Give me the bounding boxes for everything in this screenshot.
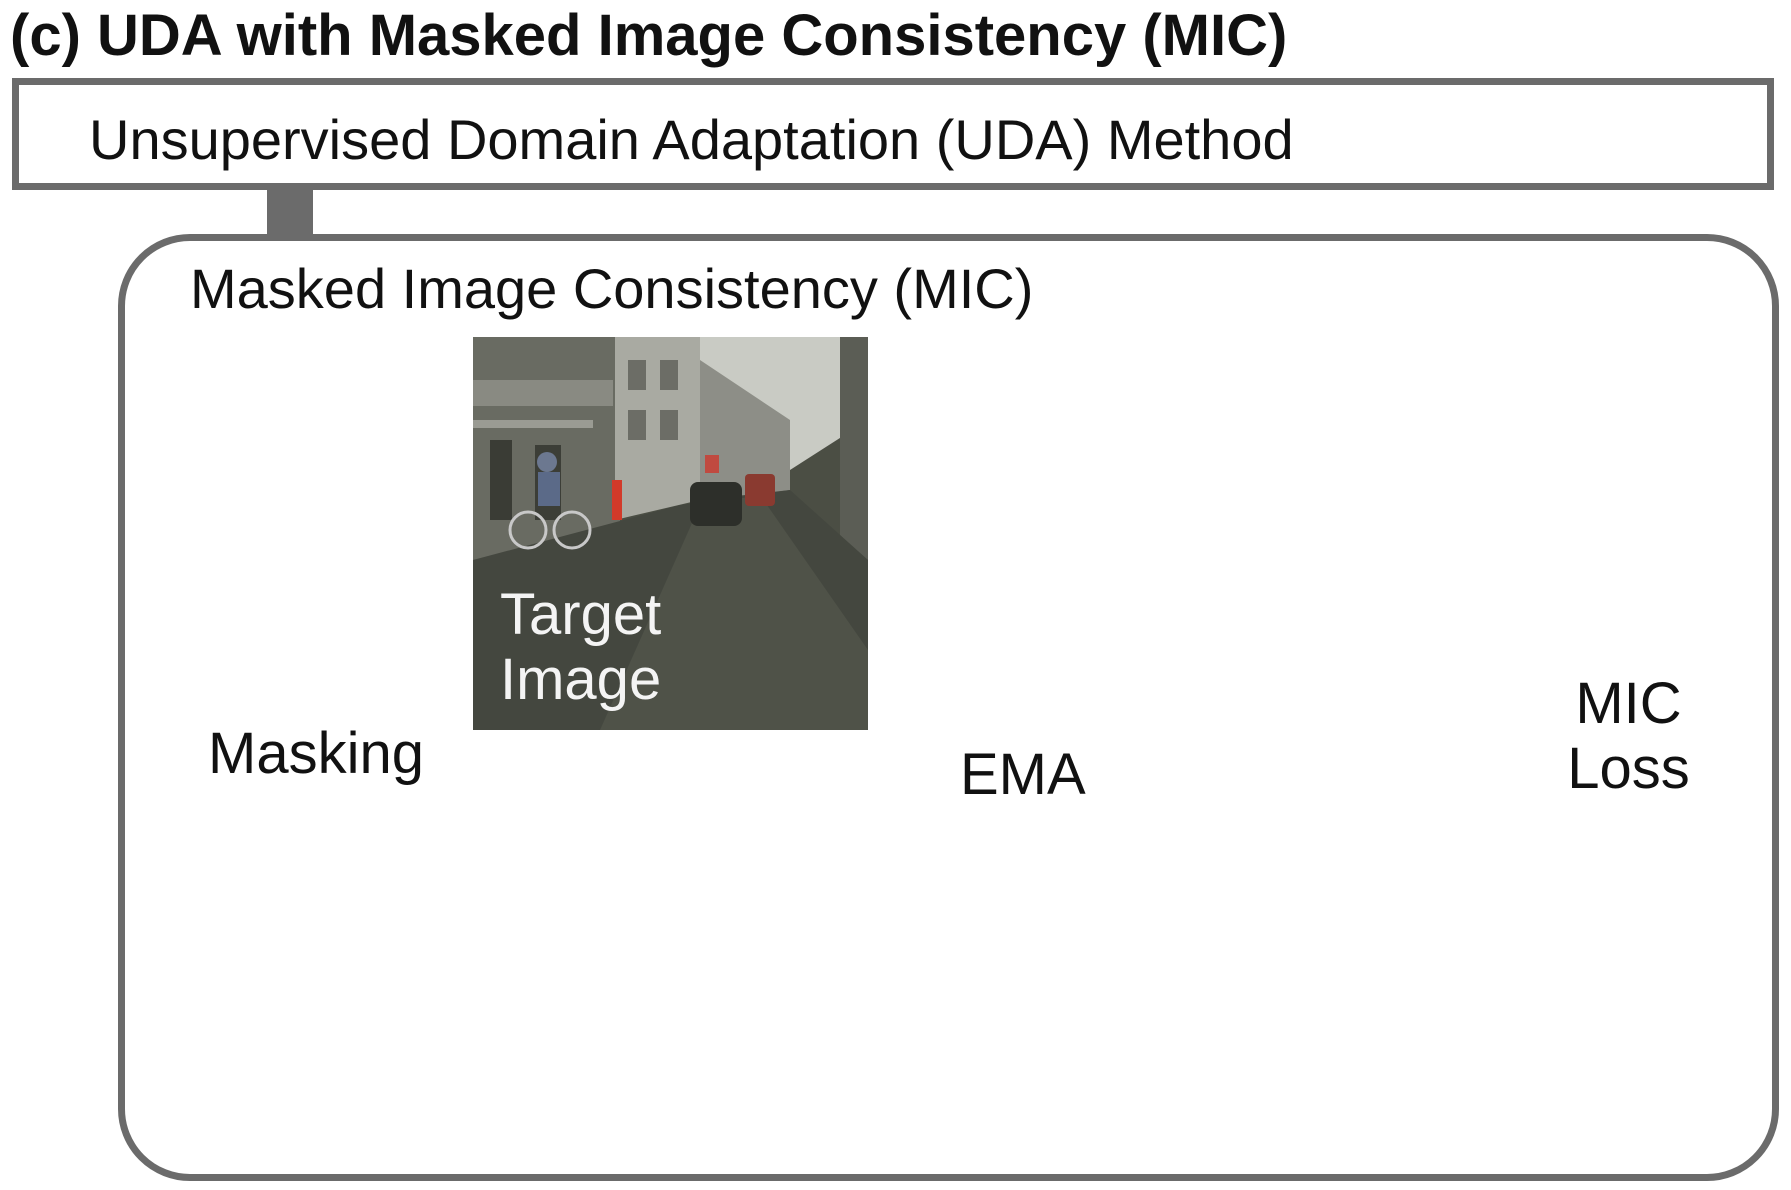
target-image-label-line1: Target xyxy=(500,582,662,647)
mic-container xyxy=(118,234,1779,1181)
mic-container-label: Masked Image Consistency (MIC) xyxy=(190,257,1034,320)
mic-loss-label-line1: MIC xyxy=(1575,671,1682,736)
mic-loss-label: MIC Loss xyxy=(1540,671,1717,802)
ema-label: EMA xyxy=(960,742,1086,807)
mic-loss-label-line2: Loss xyxy=(1567,735,1690,801)
target-image-label-line2: Image xyxy=(500,646,662,712)
uda-method-box: Unsupervised Domain Adaptation (UDA) Met… xyxy=(12,78,1774,190)
target-image xyxy=(473,337,868,730)
uda-method-label: Unsupervised Domain Adaptation (UDA) Met… xyxy=(89,108,1294,171)
masking-label: Masking xyxy=(208,721,424,786)
uda-mic-connector xyxy=(267,188,313,236)
target-image-label: Target Image xyxy=(500,582,662,713)
figure-title: (c) UDA with Masked Image Consistency (M… xyxy=(10,3,1288,68)
